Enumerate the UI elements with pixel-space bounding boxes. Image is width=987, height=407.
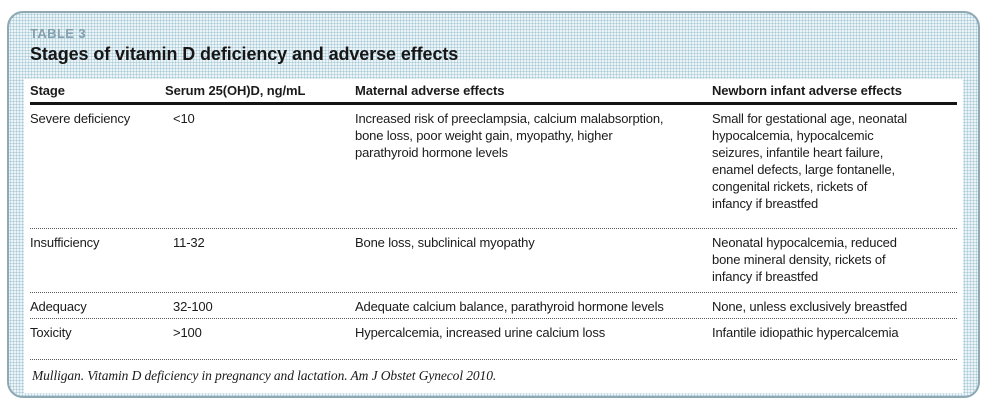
table-row-adequacy: Adequacy 32-100 Adequate calcium balance… (30, 292, 957, 318)
table-header-band: TABLE 3 Stages of vitamin D deficiency a… (9, 13, 978, 79)
newborn-effects-cell: Small for gestational age, neonatal hypo… (712, 111, 907, 211)
maternal-effects-cell: Adequate calcium balance, parathyroid ho… (355, 299, 664, 314)
column-header-stage: Stage (30, 83, 65, 98)
newborn-effects-cell: Neonatal hypocalcemia, reduced bone mine… (712, 235, 897, 284)
serum-cell: >100 (173, 325, 202, 340)
table-number-label: TABLE 3 (30, 26, 87, 41)
table-card: TABLE 3 Stages of vitamin D deficiency a… (7, 11, 980, 398)
maternal-effects-cell: Bone loss, subclinical myopathy (355, 235, 535, 250)
table-row-toxicity: Toxicity >100 Hypercalcemia, increased u… (30, 318, 957, 359)
stage-cell: Adequacy (30, 299, 87, 314)
maternal-effects-cell: Increased risk of preeclampsia, calcium … (355, 111, 664, 160)
column-header-newborn: Newborn infant adverse effects (712, 83, 902, 98)
citation-bar: Mulligan. Vitamin D deficiency in pregna… (30, 359, 957, 385)
column-header-serum: Serum 25(OH)D, ng/mL (165, 83, 306, 98)
stage-cell: Insufficiency (30, 235, 100, 250)
column-header-maternal: Maternal adverse effects (355, 83, 505, 98)
maternal-effects-cell: Hypercalcemia, increased urine calcium l… (355, 325, 606, 340)
stage-cell: Severe deficiency (30, 111, 131, 126)
serum-cell: 11-32 (173, 235, 205, 250)
newborn-effects-cell: None, unless exclusively breastfed (712, 299, 908, 314)
table-row-insufficiency: Insufficiency 11-32 Bone loss, subclinic… (30, 228, 957, 292)
table-row-severe-deficiency: Severe deficiency <10 Increased risk of … (30, 105, 957, 228)
citation-text: Mulligan. Vitamin D deficiency in pregna… (32, 368, 497, 383)
newborn-effects-cell: Infantile idiopathic hypercalcemia (712, 325, 899, 340)
column-header-row: Stage Serum 25(OH)D, ng/mL Maternal adve… (30, 79, 957, 105)
table-title: Stages of vitamin D deficiency and adver… (30, 44, 459, 64)
serum-cell: <10 (173, 111, 195, 126)
table-content: Stage Serum 25(OH)D, ng/mL Maternal adve… (24, 79, 963, 393)
serum-cell: 32-100 (173, 299, 213, 314)
stage-cell: Toxicity (30, 325, 72, 340)
